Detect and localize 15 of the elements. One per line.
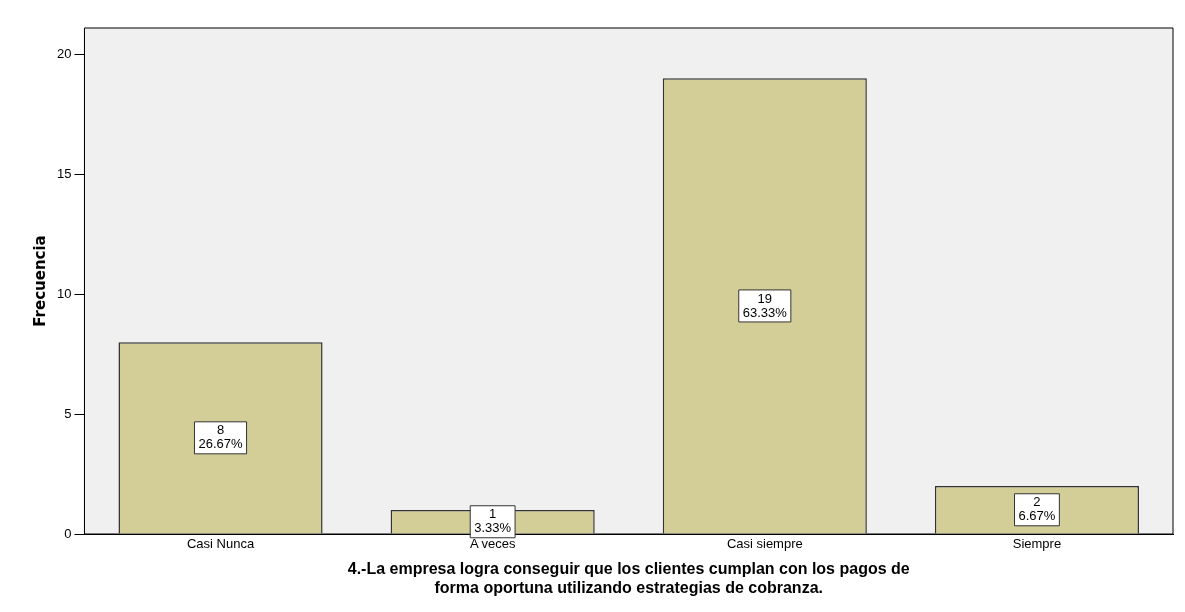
y-tick-label: 10 — [56, 285, 72, 301]
x-tick-label: Casi siempre — [726, 536, 803, 552]
data-label: 1 3.33% — [474, 506, 512, 536]
y-tick-label: 5 — [64, 405, 72, 421]
x-tick-label: A veces — [469, 536, 516, 552]
data-label: 8 26.67% — [198, 422, 244, 452]
x-axis-title: 4.-La empresa logra conseguir que los clientes cumplan con los pagos de forma oportuna utilizando estrategias de cobranza. — [347, 559, 910, 596]
data-label: 19 63.33% — [742, 290, 788, 320]
x-tick-label: Siempre — [1012, 536, 1062, 552]
y-tick-label: 0 — [64, 525, 72, 541]
y-axis-title: Frecuencia — [30, 235, 49, 327]
y-tick-label: 20 — [56, 45, 72, 61]
y-tick-label: 15 — [56, 165, 72, 181]
data-label: 2 6.67% — [1018, 494, 1056, 524]
x-tick-label: Casi Nunca — [186, 536, 255, 552]
